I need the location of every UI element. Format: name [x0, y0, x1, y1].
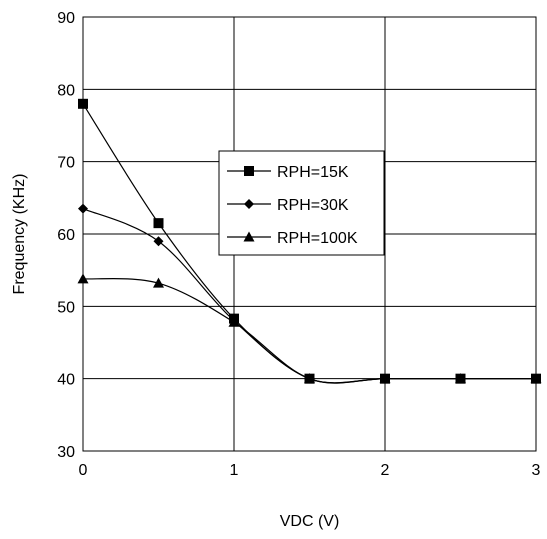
- data-point: [228, 316, 240, 327]
- y-tick-label: 70: [57, 155, 75, 172]
- data-point: [77, 273, 89, 284]
- x-tick-label: 3: [532, 462, 541, 479]
- data-point: [78, 98, 88, 109]
- data-point: [153, 218, 164, 229]
- x-axis-label: VDC (V): [280, 513, 340, 530]
- legend-item: RPH=15K: [227, 164, 349, 181]
- legend-item: RPH=100K: [227, 230, 358, 247]
- tick-labels: 30 40 50 60 70 80 90 0 1 2 3: [57, 10, 540, 479]
- x-tick-label: 2: [381, 462, 390, 479]
- data-point: [153, 277, 164, 288]
- data-point: [78, 203, 88, 214]
- legend: RPH=15K RPH=30K RPH=100K: [218, 150, 385, 256]
- x-tick-label: 0: [79, 462, 88, 479]
- y-tick-label: 60: [57, 227, 75, 244]
- y-tick-label: 30: [57, 444, 75, 461]
- data-point: [304, 373, 315, 384]
- y-tick-label: 50: [57, 299, 75, 316]
- x-tick-label: 1: [230, 462, 239, 479]
- series-group: [77, 98, 542, 384]
- legend-label: RPH=15K: [277, 164, 349, 181]
- legend-label: RPH=100K: [277, 230, 358, 247]
- legend-marker: [244, 166, 254, 176]
- series-line: [82, 277, 536, 384]
- legend-label: RPH=30K: [277, 197, 349, 214]
- data-point: [379, 373, 391, 384]
- series-triangle: [77, 273, 542, 384]
- legend-marker: [243, 231, 255, 242]
- plot-frame: [82, 16, 537, 452]
- y-tick-label: 40: [57, 372, 75, 389]
- y-tick-label: 80: [57, 82, 75, 99]
- y-tick-label: 90: [57, 10, 75, 27]
- data-point: [153, 236, 164, 247]
- legend-marker: [244, 199, 254, 209]
- legend-item: RPH=30K: [227, 197, 349, 214]
- y-axis-label: Frequency (KHz): [11, 174, 28, 295]
- data-point: [530, 373, 542, 384]
- data-point: [455, 373, 466, 384]
